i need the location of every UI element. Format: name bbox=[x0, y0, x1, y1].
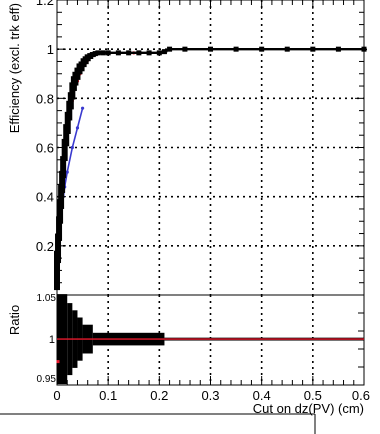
ratio-xtick-label-0: 0 bbox=[53, 388, 60, 403]
ratio-line-layer bbox=[56, 338, 364, 364]
main-ytick-label-2: 0.6 bbox=[36, 141, 54, 156]
main-ytick-label-0: 0.2 bbox=[36, 239, 54, 254]
main-ytick-label-4: 1 bbox=[47, 42, 54, 57]
main-ytick-label-3: 0.8 bbox=[36, 91, 54, 106]
ratio-xtick-label-1: 0.1 bbox=[99, 388, 117, 403]
ratio-xtick-label-5: 0.5 bbox=[304, 388, 322, 403]
main-y-axis-label: Efficiency (excl. trk eff) bbox=[7, 3, 22, 133]
ratio-ytick-label-0: 0.95 bbox=[37, 374, 57, 385]
ratio-xtick-label-2: 0.2 bbox=[150, 388, 168, 403]
ratio-xtick-label-4: 0.4 bbox=[253, 388, 271, 403]
ratio-xtick-label-6: 0.6 bbox=[352, 388, 370, 403]
ratio-x-axis-label: Cut on dz(PV) (cm) bbox=[253, 401, 364, 416]
main-y-tick-labels: 0.2 0.4 0.6 0.8 1 1.2 bbox=[36, 0, 54, 254]
main-ytick-label-5: 1.2 bbox=[36, 0, 54, 8]
ratio-ytick-label-top: 1.05 bbox=[37, 293, 57, 304]
ratio-axis-ticks bbox=[56, 294, 365, 386]
main-panel: 0.2 0.4 0.6 0.8 1 1.2 Efficiency (excl. trk e… bbox=[7, 0, 367, 296]
ratio-y-tick-labels: 1.05 1 0.95 bbox=[37, 293, 57, 385]
main-series-0-point-0 bbox=[54, 267, 60, 273]
ratio-panel: 1.05 1 0.95 0 0.1 0.2 0.3 0.4 0.5 0.6 Ratio Cut … bbox=[7, 293, 370, 416]
ratio-xtick-label-3: 0.3 bbox=[201, 388, 219, 403]
main-series-layer bbox=[54, 46, 367, 291]
ratio-ytick-label-1: 1 bbox=[49, 334, 55, 346]
ratio-x-tick-labels: 0 0.1 0.2 0.3 0.4 0.5 0.6 bbox=[53, 388, 370, 403]
main-series-0-line bbox=[55, 47, 364, 271]
main-plot-frame bbox=[56, 0, 365, 296]
legend-box-partial bbox=[0, 413, 316, 434]
ratio-red-marker bbox=[56, 360, 60, 364]
main-ytick-label-1: 0.4 bbox=[36, 190, 54, 205]
ratio-y-axis-label: Ratio bbox=[7, 305, 22, 335]
